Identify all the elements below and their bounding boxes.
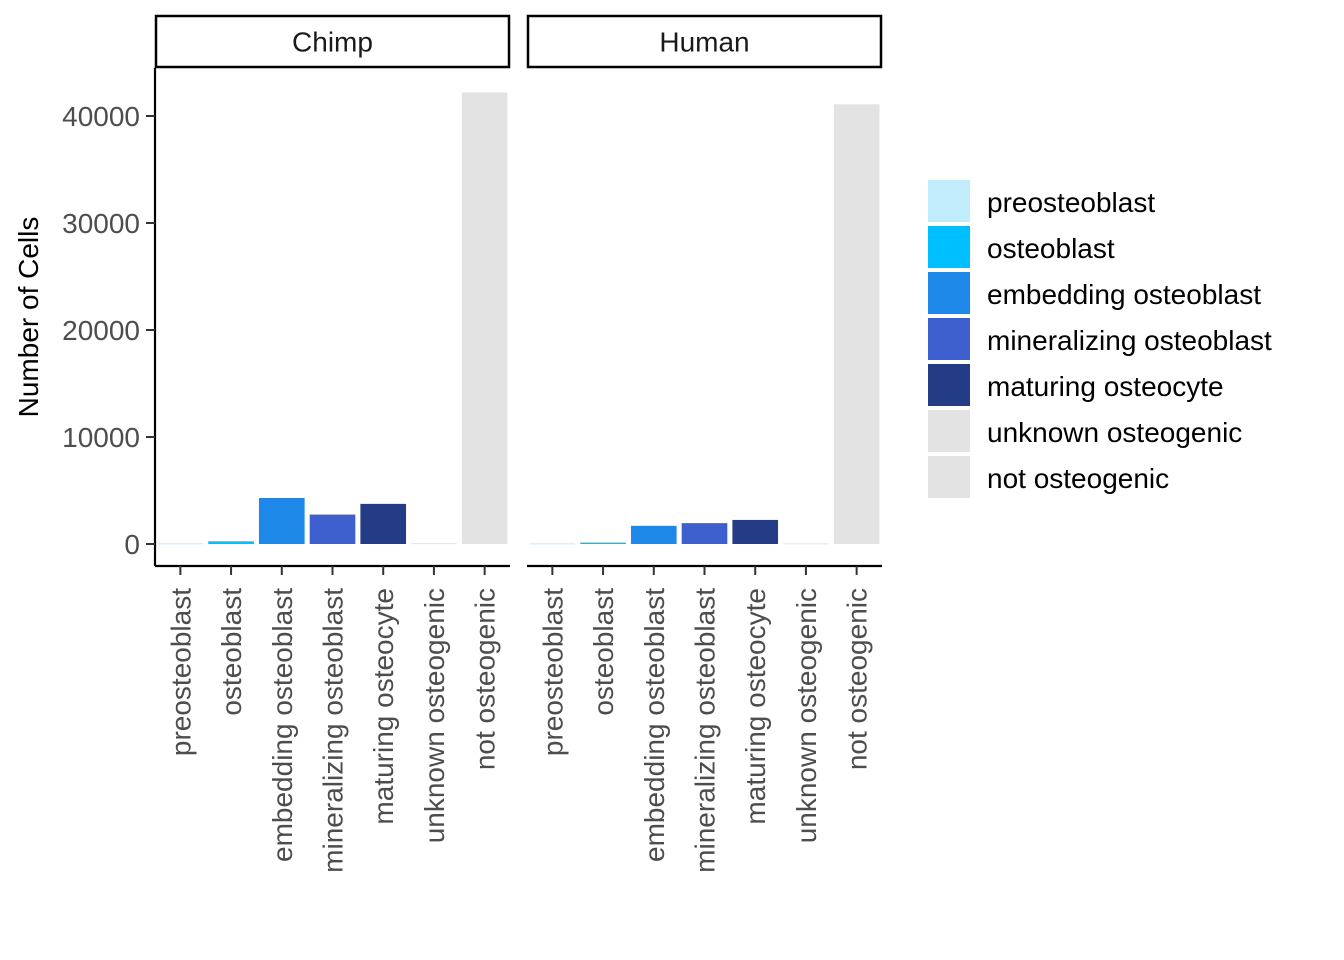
x-tick-label: mineralizing osteoblast: [318, 588, 349, 873]
x-tick-label: not osteogenic: [842, 588, 873, 770]
bar-human-3: [681, 523, 728, 544]
legend: preosteoblast osteoblast embedding osteobl…: [928, 180, 1272, 498]
facet-strip-label: Chimp: [292, 27, 373, 58]
x-tick-label: preosteoblast: [537, 588, 568, 756]
legend-label: embedding osteoblast: [987, 279, 1261, 310]
facet-strip: [526, 14, 883, 69]
legend-key-4: [928, 364, 970, 406]
x-tick-label: osteoblast: [216, 588, 247, 716]
legend-label: unknown osteogenic: [987, 417, 1242, 448]
bar-chimp-6: [461, 92, 508, 545]
y-axis-title: Number of Cells: [13, 217, 44, 418]
y-tick-label: 40000: [62, 101, 140, 132]
x-tick-label: preosteoblast: [165, 588, 196, 756]
x-tick-label: unknown osteogenic: [791, 588, 822, 843]
facet-strip: [154, 14, 511, 69]
bar-chimp-5: [411, 543, 457, 545]
panel-chimp: Chimp preosteoblast osteoblast embedding os…: [154, 14, 511, 873]
panel-human: Human preosteoblast osteoblast embedding os…: [526, 14, 883, 873]
legend-key-3: [928, 318, 970, 360]
bar-chimp-3: [309, 514, 356, 544]
legend-label: osteoblast: [987, 233, 1115, 264]
y-tick-label: 20000: [62, 315, 140, 346]
x-tick-label: unknown osteogenic: [419, 588, 450, 843]
legend-key-1: [928, 226, 970, 268]
x-tick-label: maturing osteocyte: [368, 588, 399, 825]
panels-layer: Chimp preosteoblast osteoblast embedding os…: [154, 14, 883, 873]
legend-label: not osteogenic: [987, 463, 1169, 494]
x-tick-label: maturing osteocyte: [740, 588, 771, 825]
y-axis: 0 10000 20000 30000 40000: [62, 68, 157, 566]
bar-human-1: [580, 542, 626, 544]
legend-label: mineralizing osteoblast: [987, 325, 1272, 356]
facet-strip-label: Human: [659, 27, 749, 58]
y-tick-label: 30000: [62, 208, 140, 239]
bar-chimp-2: [258, 497, 305, 544]
bar-human-6: [833, 104, 880, 544]
legend-key-2: [928, 272, 970, 314]
bar-chimp-0: [157, 543, 204, 545]
legend-label: maturing osteocyte: [987, 371, 1224, 402]
legend-key-6: [928, 456, 970, 498]
bar-human-4: [732, 519, 779, 544]
x-tick-label: not osteogenic: [470, 588, 501, 770]
legend-key-5: [928, 410, 970, 452]
bar-chimp-4: [360, 503, 407, 544]
bar-human-0: [529, 543, 576, 545]
bar-human-2: [630, 525, 677, 544]
y-tick-label: 10000: [62, 422, 140, 453]
bar-human-5: [783, 543, 829, 545]
x-tick-label: mineralizing osteoblast: [690, 588, 721, 873]
legend-label: preosteoblast: [987, 187, 1155, 218]
x-tick-label: embedding osteoblast: [639, 588, 670, 862]
legend-key-0: [928, 180, 970, 222]
x-tick-label: osteoblast: [588, 588, 619, 716]
x-tick-label: embedding osteoblast: [267, 588, 298, 862]
y-tick-label: 0: [124, 529, 140, 560]
bar-chimp-1: [208, 541, 254, 544]
